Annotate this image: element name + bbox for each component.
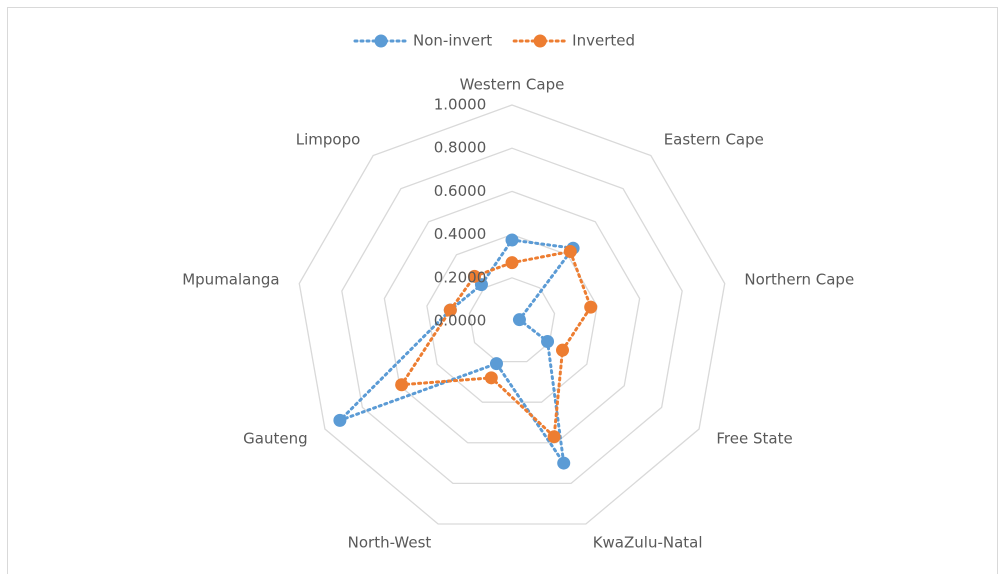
series-marker — [584, 300, 598, 314]
category-label: Free State — [716, 430, 792, 448]
category-label: Mpumalanga — [182, 271, 279, 289]
r-tick-label: 1.0000 — [434, 96, 487, 114]
grid-ring — [383, 190, 641, 444]
legend-marker — [374, 34, 388, 48]
series-marker — [484, 371, 498, 385]
r-tick-label: 0.6000 — [434, 182, 487, 200]
category-label: Northern Cape — [744, 271, 854, 289]
legend-label: Inverted — [572, 32, 635, 50]
series-marker — [443, 303, 457, 317]
grid-ring — [468, 277, 556, 363]
series-marker — [512, 313, 526, 327]
category-label: Western Cape — [460, 76, 565, 94]
series-marker — [505, 256, 519, 270]
r-tick-label: 0.8000 — [434, 139, 487, 157]
series-marker — [333, 413, 347, 427]
legend-marker — [533, 34, 547, 48]
series-marker — [541, 335, 555, 349]
series-marker — [395, 378, 409, 392]
r-tick-label: 0.4000 — [434, 225, 487, 243]
legend-label: Non-invert — [413, 32, 492, 50]
series-marker — [556, 343, 570, 357]
grid-ring — [341, 147, 683, 485]
series-line — [398, 249, 593, 440]
category-label: Eastern Cape — [664, 131, 764, 149]
series-marker — [489, 357, 503, 371]
series-marker — [505, 233, 519, 247]
r-tick-label: 0.0000 — [434, 312, 487, 330]
series-marker — [557, 456, 571, 470]
category-label: North-West — [348, 533, 432, 551]
series-marker — [547, 430, 561, 444]
grid-ring — [298, 104, 726, 525]
category-label: KwaZulu-Natal — [593, 533, 703, 551]
category-label: Gauteng — [243, 430, 307, 448]
r-tick-label: 0.2000 — [434, 268, 487, 286]
series-marker — [468, 269, 482, 283]
series-marker — [563, 245, 577, 259]
category-label: Limpopo — [296, 131, 361, 149]
